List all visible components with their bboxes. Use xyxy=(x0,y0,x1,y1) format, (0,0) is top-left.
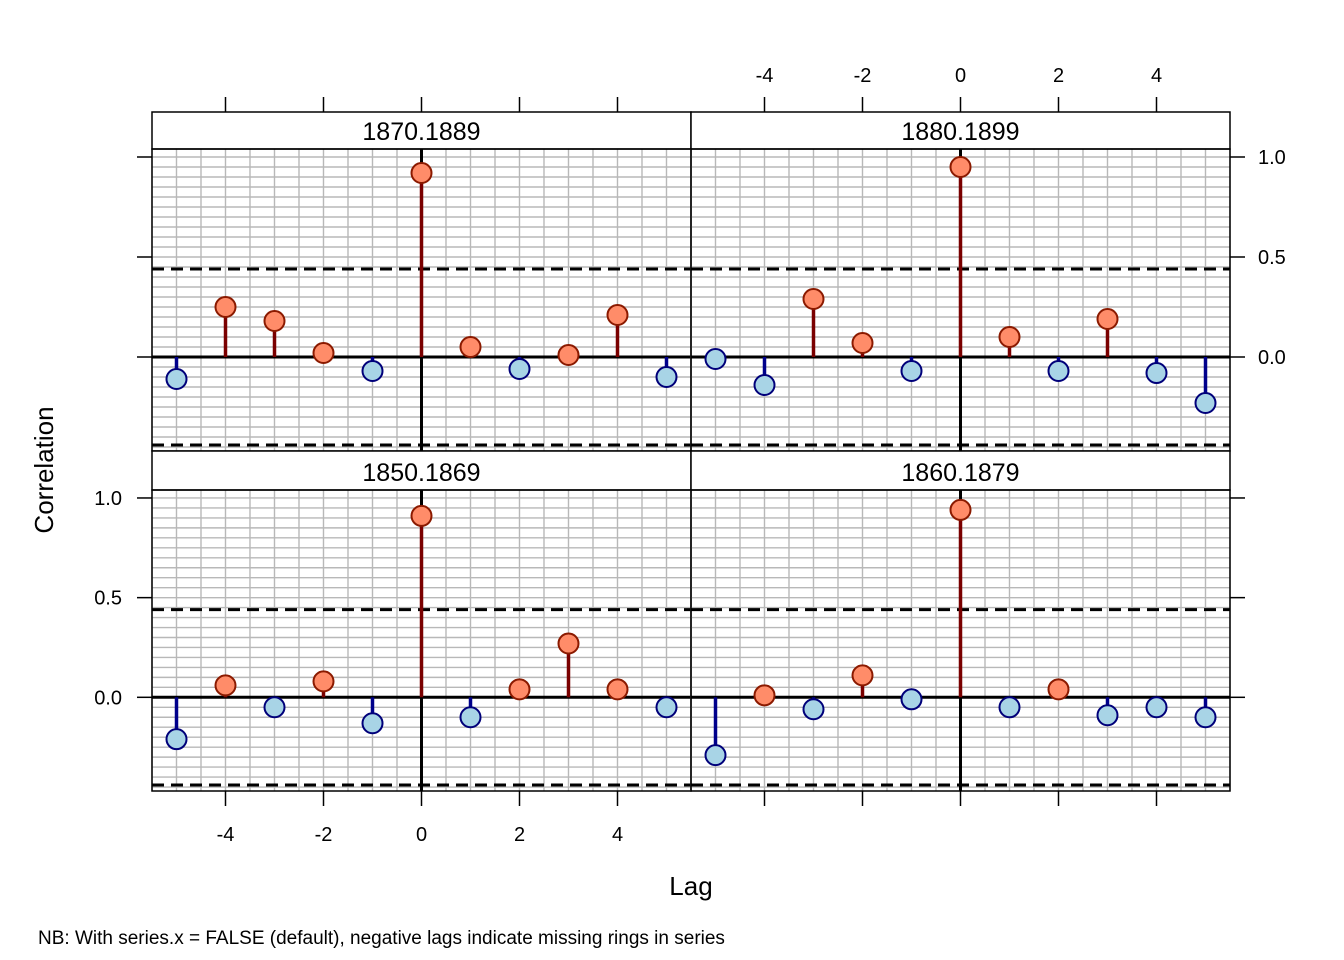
point xyxy=(361,712,384,735)
point xyxy=(753,374,776,396)
point xyxy=(851,332,874,354)
strip-label: 1860.1879 xyxy=(901,459,1019,487)
x-tick-label-top: 2 xyxy=(1053,65,1064,87)
point xyxy=(900,360,923,382)
point xyxy=(704,348,727,370)
x-axis-title: Lag xyxy=(669,871,712,901)
point xyxy=(508,358,531,380)
point xyxy=(900,688,923,711)
y-tick-label-left: 0.0 xyxy=(94,687,122,709)
point xyxy=(753,684,776,707)
point xyxy=(851,664,874,687)
point xyxy=(410,504,433,527)
point xyxy=(459,706,482,729)
point xyxy=(1096,308,1119,330)
strip-label: 1850.1869 xyxy=(362,459,480,487)
y-tick-label-left: 0.5 xyxy=(94,588,122,610)
panel-1880.1899: 1880.1899 xyxy=(690,111,1231,452)
point xyxy=(557,632,580,655)
axes-layer: -4 -2 0 2 4 -4 -2 0 2 4 0.0 0.5 1.0 0.0 0.5 1.0 xyxy=(94,65,1286,846)
point xyxy=(312,670,335,693)
x-tick-label-top: -4 xyxy=(756,65,774,87)
strip xyxy=(690,450,1231,491)
strip xyxy=(690,111,1231,150)
y-tick-label-left: 1.0 xyxy=(94,488,122,510)
x-tick-label-bottom: -2 xyxy=(315,824,333,846)
point xyxy=(655,366,678,388)
x-tick-label-bottom: 0 xyxy=(416,824,427,846)
point xyxy=(459,336,482,358)
point xyxy=(704,744,727,767)
point xyxy=(214,296,237,318)
point xyxy=(508,678,531,701)
point xyxy=(802,698,825,721)
point xyxy=(998,696,1021,719)
point xyxy=(1047,678,1070,701)
point xyxy=(214,674,237,697)
footnote: NB: With series.x = FALSE (default), neg… xyxy=(38,928,725,949)
strip-label: 1880.1899 xyxy=(901,118,1019,146)
x-tick-label-top: 4 xyxy=(1151,65,1162,87)
point xyxy=(410,162,433,184)
strip-label: 1870.1889 xyxy=(362,118,480,146)
x-tick-label-bottom: -4 xyxy=(217,824,235,846)
point xyxy=(165,728,188,751)
point xyxy=(361,360,384,382)
point xyxy=(606,304,629,326)
x-tick-label-bottom: 4 xyxy=(612,824,623,846)
y-axis-title: Correlation xyxy=(29,406,59,533)
y-tick-label-right: 0.5 xyxy=(1258,247,1286,269)
x-tick-label-top: -2 xyxy=(854,65,872,87)
point xyxy=(1047,360,1070,382)
point xyxy=(1194,706,1217,729)
point xyxy=(1145,696,1168,719)
point xyxy=(998,326,1021,348)
panel-1870.1889: 1870.1889 xyxy=(151,111,692,452)
panel-1860.1879: 1860.1879 xyxy=(690,450,1231,792)
point xyxy=(557,344,580,366)
point xyxy=(263,310,286,332)
panel-1850.1869: 1850.1869 xyxy=(151,450,692,792)
point xyxy=(655,696,678,719)
point xyxy=(1194,392,1217,414)
point xyxy=(165,368,188,390)
x-tick-label-bottom: 2 xyxy=(514,824,525,846)
y-tick-label-right: 1.0 xyxy=(1258,147,1286,169)
point xyxy=(1145,362,1168,384)
point xyxy=(606,678,629,701)
point xyxy=(949,156,972,178)
x-tick-label-top: 0 xyxy=(955,65,966,87)
point xyxy=(312,342,335,364)
point xyxy=(802,288,825,310)
point xyxy=(949,498,972,521)
point xyxy=(1096,704,1119,727)
point xyxy=(263,696,286,719)
y-tick-label-right: 0.0 xyxy=(1258,347,1286,369)
panels-layer: 1870.1889 1880.1899 1850.1869 1860.1879 xyxy=(151,111,1231,792)
